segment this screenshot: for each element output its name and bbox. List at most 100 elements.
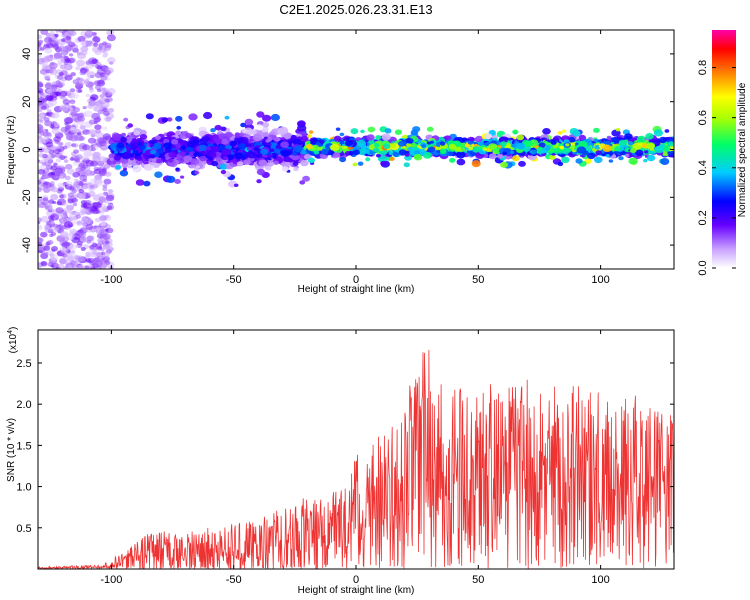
spectrogram-cell	[64, 74, 73, 81]
spectrogram-cell	[132, 149, 139, 155]
spectrogram-cell	[78, 77, 84, 82]
spectrogram-cell	[497, 153, 504, 159]
snr-y-tick-label: 2.5	[16, 358, 31, 370]
spectrogram-cell	[317, 146, 323, 151]
spectrogram-cell	[74, 134, 83, 142]
spectrogram-cell	[107, 57, 116, 64]
spectrogram-cell	[76, 220, 83, 225]
spectrogram-cell	[64, 175, 71, 181]
spectrogram-cell	[65, 39, 72, 45]
spectrogram-cell	[46, 42, 54, 49]
spectrogram-cell	[63, 207, 72, 214]
spectrogram-cell	[102, 41, 108, 46]
colorbar: 0.00.20.40.60.8 Normalized spectral ampl…	[697, 30, 748, 276]
spectrogram-cell	[608, 159, 614, 163]
spectrogram-cell	[595, 150, 602, 156]
spectrogram-cell	[606, 135, 612, 140]
spectrogram-cell	[113, 150, 119, 154]
spectrogram-cell	[261, 140, 266, 144]
spectrogram-cell	[625, 147, 630, 151]
spectrogram-cell	[65, 180, 73, 186]
spectrogram-cell	[83, 265, 91, 269]
spectrogram-cell	[280, 141, 289, 148]
spectrogram-cell	[46, 206, 53, 212]
spectrogram-cell	[439, 148, 447, 154]
spectrogram-cell	[406, 138, 414, 144]
spectrogram-cell	[60, 49, 69, 56]
spectrogram-cell	[283, 156, 291, 163]
spectrogram-cell	[55, 145, 61, 150]
spectrogram-cell	[229, 140, 237, 147]
spectrogram-cell	[83, 79, 90, 84]
spectrogram-cell	[180, 175, 185, 179]
spectrogram-cell	[42, 147, 50, 153]
chart-title: C2E1.2025.026.23.31.E13	[279, 2, 432, 17]
spectrogram-cell	[66, 168, 75, 175]
spectrogram-cell	[50, 220, 55, 224]
spectrogram-cell	[406, 143, 412, 147]
spectrogram-cell	[72, 143, 79, 148]
spectrogram-cell	[53, 162, 58, 166]
spectrogram-cell	[108, 247, 114, 252]
spectrogram-cell	[63, 55, 69, 60]
spectrogram-cell	[211, 146, 220, 153]
spectrogram-cell	[518, 160, 526, 167]
spectrogram-cell	[54, 33, 59, 38]
spectrogram-cell	[89, 74, 95, 79]
spectrogram-cell	[41, 138, 49, 144]
spectrogram-cell	[241, 128, 248, 133]
spectrogram-cell	[62, 145, 68, 150]
spectrogram-cell	[185, 146, 192, 152]
spectrogram-cell	[365, 149, 370, 154]
spectrogram-cell	[381, 133, 391, 141]
spectrogram-cell	[262, 122, 270, 128]
spectrogram-cell	[500, 141, 507, 147]
spectrogram-cell	[38, 160, 44, 165]
spectrogram-cell	[70, 190, 76, 195]
spectrogram-cell	[570, 145, 576, 150]
spectrogram-cell	[72, 171, 80, 178]
spectrogram-cell	[421, 144, 427, 148]
spectrogram-cell	[398, 149, 407, 156]
spectrogram-cell	[63, 159, 69, 163]
spectrogram-cell	[51, 112, 60, 119]
spectrogram-cell	[575, 158, 583, 164]
spectrogram-cell	[292, 161, 299, 166]
spectrogram-cell	[48, 215, 54, 220]
spectrogram-cell	[103, 73, 110, 78]
spectrogram-cell	[53, 136, 62, 143]
spectrogram-cell	[549, 154, 556, 160]
colorbar-gradient	[712, 30, 736, 268]
spectrogram-cell	[111, 133, 122, 141]
spectrogram-cell	[105, 67, 114, 74]
spectrogram-cell	[154, 171, 163, 178]
spectrogram-cell	[180, 145, 186, 150]
spectrogram-cell	[38, 34, 43, 40]
spectrogram-cell	[288, 146, 293, 150]
spectrogram-cell	[38, 127, 44, 134]
spectrogram-cell	[39, 91, 44, 96]
spectrogram-cell	[44, 226, 53, 233]
spectrogram-cell	[71, 250, 76, 254]
svg-text:(x104): (x104)	[7, 327, 19, 354]
spectrogram-cell	[471, 160, 481, 168]
spectrogram-cell	[646, 143, 655, 150]
spectrogram-cell	[108, 97, 113, 102]
snr-y-tick-label: 1.0	[16, 482, 31, 494]
spectrogram-cell	[247, 151, 256, 159]
spectrogram-cell	[103, 178, 112, 185]
spectrogram-cell	[293, 167, 299, 172]
spectrogram-cell	[40, 215, 50, 223]
spectrogram-cell	[360, 144, 367, 149]
spectrogram-cell	[73, 149, 79, 154]
spectrogram-cell	[83, 110, 93, 118]
spectrogram-cell	[250, 129, 257, 135]
spectrogram-cell	[233, 183, 239, 187]
spectrogram-x-tick-label: 100	[591, 274, 609, 286]
spectrogram-cell	[281, 166, 289, 172]
spectrogram-cell	[502, 151, 507, 156]
spectrogram-cell	[38, 113, 45, 119]
spectrogram-cell	[98, 196, 107, 203]
spectrogram-cell	[45, 220, 51, 225]
